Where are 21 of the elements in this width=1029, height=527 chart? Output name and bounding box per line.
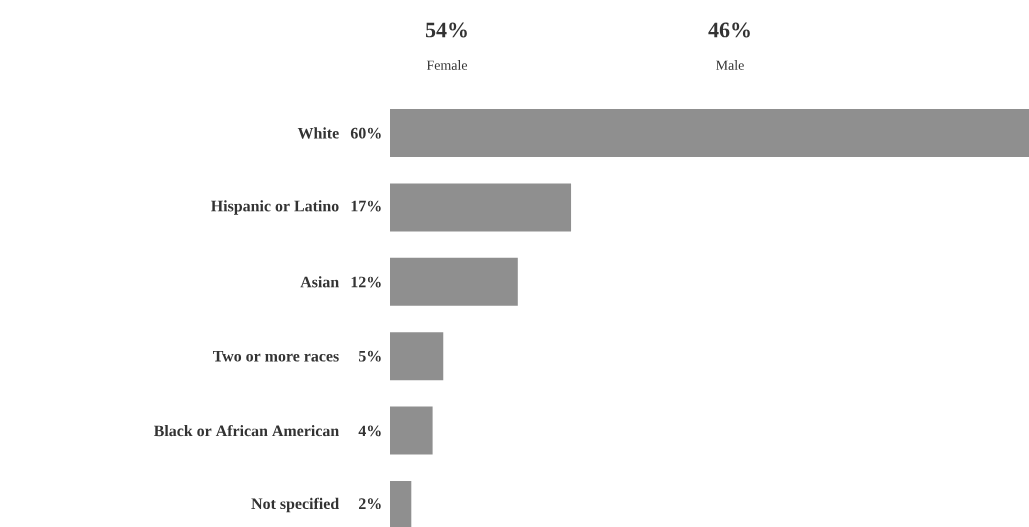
data-label: 12% (351, 276, 381, 288)
y-tick-label: Asian (300, 276, 339, 288)
y-tick-label: Hispanic or Latino (211, 200, 339, 215)
text: Male (716, 60, 744, 70)
data-label: 5% (358, 350, 381, 362)
bar (390, 257, 518, 306)
bar (390, 183, 572, 232)
bar (390, 406, 433, 455)
data-label: 2% (359, 498, 381, 510)
bar (390, 332, 444, 381)
bar (390, 109, 1029, 157)
text: 54% (425, 22, 467, 38)
text: Female (426, 60, 468, 70)
data-label: 4% (358, 425, 381, 437)
y-tick-label: White (297, 127, 339, 139)
y-tick-label: Two or more races (213, 350, 339, 362)
data-label: 60% (350, 127, 381, 139)
y-tick-label: Not specified (251, 497, 340, 513)
y-tick-label: Black or African American (153, 424, 339, 437)
text: 46% (708, 22, 750, 38)
data-label: 17% (351, 200, 381, 212)
